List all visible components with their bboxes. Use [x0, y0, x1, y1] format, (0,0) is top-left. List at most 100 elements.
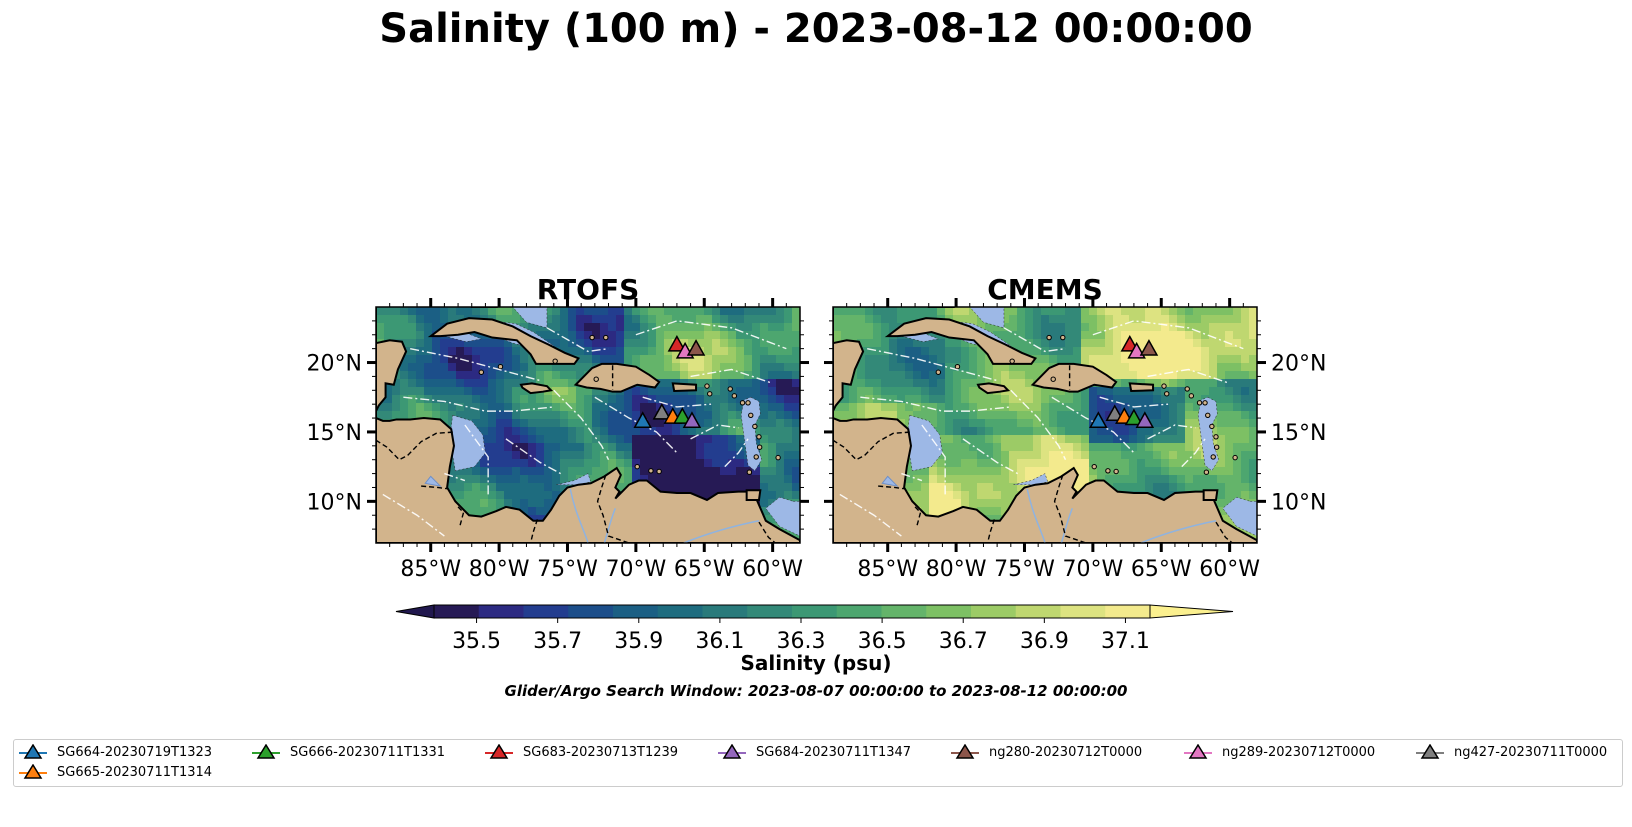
lat-tick-label: 20°N — [1271, 352, 1326, 377]
land-mass — [833, 307, 865, 412]
lon-tick-label: 65°W — [674, 557, 735, 582]
island — [1046, 334, 1052, 341]
island — [634, 463, 640, 470]
island — [746, 469, 753, 475]
map-ticks — [367, 298, 809, 552]
island — [752, 423, 758, 430]
lon-tick-label: 70°W — [605, 557, 666, 582]
eez-boundary — [860, 396, 1011, 412]
eez-boundary — [382, 493, 445, 537]
legend-item: SG684-20230711T1347 — [716, 744, 911, 760]
island — [552, 358, 558, 364]
country-border — [421, 485, 449, 490]
eez-boundary — [921, 424, 946, 495]
country-border — [833, 431, 913, 461]
glider-marker — [673, 407, 692, 424]
island — [1050, 376, 1056, 382]
shallow-shelf — [765, 496, 800, 537]
lon-tick-label: 80°W — [469, 557, 530, 582]
shallow-shelf — [556, 473, 592, 485]
island — [1196, 400, 1203, 406]
triangle-marker-icon — [19, 744, 47, 759]
map-frame — [375, 306, 801, 544]
river — [1060, 508, 1074, 543]
triangle-marker-icon — [951, 744, 979, 759]
triangle-marker-icon — [1184, 744, 1212, 759]
eez-boundary — [1147, 368, 1230, 385]
land-mass — [671, 382, 698, 393]
island — [775, 454, 781, 461]
land-mass — [745, 489, 762, 501]
island — [756, 434, 762, 440]
island — [707, 391, 713, 397]
eez-boundary — [724, 438, 749, 468]
glider-marker — [1139, 339, 1159, 356]
colorbar-segment — [881, 605, 927, 618]
eez-boundary — [546, 327, 609, 353]
lon-tick-label: 75°W — [537, 557, 598, 582]
island — [739, 400, 746, 406]
glider-markers — [1089, 334, 1159, 428]
legend-item: SG666-20230711T1331 — [250, 744, 445, 760]
island — [603, 334, 609, 341]
colorbar-tick-label: 36.3 — [777, 629, 826, 654]
lon-tick-label: 80°W — [926, 557, 987, 582]
land-mass — [573, 362, 661, 393]
glider-marker — [652, 402, 672, 420]
colorbar-segment — [1015, 605, 1061, 618]
map-content — [376, 307, 800, 543]
eez-boundary — [962, 438, 1018, 475]
glider-marker — [682, 411, 702, 428]
glider-marker — [1089, 411, 1108, 428]
glider-marker — [1135, 411, 1155, 428]
eez-boundary — [1147, 424, 1196, 440]
colorbar-segment — [702, 605, 748, 618]
country-border — [457, 506, 465, 528]
land-mass — [376, 307, 800, 543]
river — [603, 508, 617, 543]
glider-markers — [633, 334, 706, 428]
island — [589, 334, 595, 341]
river — [683, 520, 760, 543]
shallow-shelf — [1197, 396, 1219, 472]
eez-boundary — [505, 438, 561, 475]
country-border — [1215, 521, 1233, 543]
land-mass — [927, 307, 955, 308]
lat-tick-label: 15°N — [307, 421, 362, 446]
eez-boundary — [901, 472, 923, 482]
colorbar-tick-label: 37.1 — [1101, 629, 1150, 654]
colorbar-extend-high — [1149, 604, 1234, 619]
search-window-caption: Glider/Argo Search Window: 2023-08-07 00… — [505, 682, 1128, 700]
colorbar-tick-label: 35.7 — [533, 629, 582, 654]
triangle-marker-icon — [1416, 744, 1444, 759]
colorbar-segment — [747, 605, 793, 618]
glider-marker — [633, 411, 652, 428]
colorbar-segment — [926, 605, 972, 618]
lon-tick-label: 60°W — [1199, 557, 1260, 582]
eez-boundary — [553, 389, 610, 461]
figure-title: Salinity (100 m) - 2023-08-12 00:00:00 — [379, 6, 1252, 52]
legend-item: SG665-20230711T1314 — [17, 764, 212, 780]
eez-boundary — [464, 424, 489, 495]
country-border — [758, 521, 776, 543]
colorbar-tick-label: 35.9 — [614, 629, 663, 654]
glider-legend: SG664-20230719T1323 SG665-20230711T1314 SG… — [13, 739, 1623, 787]
eez-boundary — [1010, 389, 1067, 461]
legend-label: SG665-20230711T1314 — [57, 764, 213, 780]
land-mass — [376, 307, 408, 412]
island — [756, 444, 763, 450]
colorbar-segment — [613, 605, 659, 618]
land-mass — [884, 317, 1037, 365]
island — [593, 376, 599, 382]
island — [727, 386, 733, 392]
island — [1205, 412, 1211, 418]
island — [935, 369, 942, 375]
eez-boundary — [1181, 438, 1206, 468]
island — [1210, 454, 1216, 460]
colorbar-segment — [568, 605, 614, 618]
island — [1161, 383, 1167, 389]
colorbar-segment — [792, 605, 838, 618]
triangle-marker-icon — [252, 744, 280, 759]
eez-boundary — [690, 368, 773, 385]
